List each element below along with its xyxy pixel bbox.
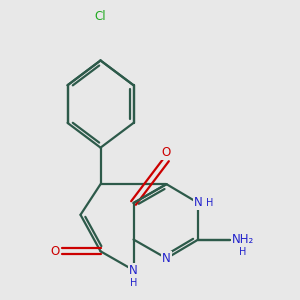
Text: NH₂: NH₂: [232, 233, 254, 246]
Text: H: H: [239, 248, 247, 257]
Text: Cl: Cl: [95, 11, 106, 23]
Text: N: N: [129, 264, 138, 277]
Text: N: N: [194, 196, 203, 209]
Text: O: O: [50, 245, 59, 258]
Text: H: H: [206, 198, 214, 208]
Text: N: N: [162, 252, 171, 265]
Text: O: O: [162, 146, 171, 159]
Text: H: H: [130, 278, 137, 288]
